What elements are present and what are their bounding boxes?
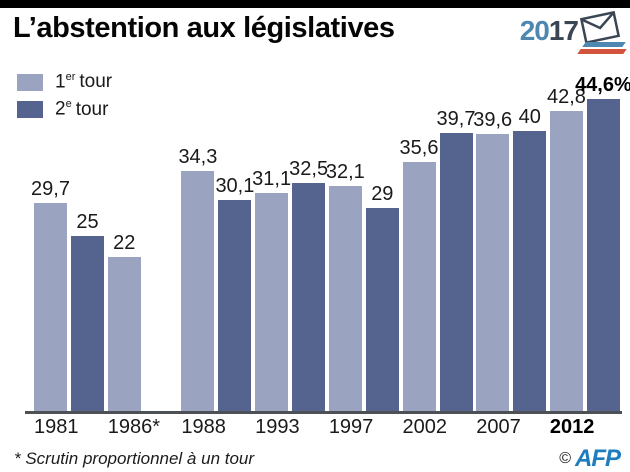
bar-group: 42,8 44,6% bbox=[546, 74, 630, 411]
bar-unit: 40 bbox=[513, 106, 547, 411]
bar-1er-tour bbox=[181, 171, 215, 411]
x-tick-slot: 1986* bbox=[108, 416, 178, 443]
bar-unit: 34,3 bbox=[178, 146, 218, 411]
bar-unit: 30,1 bbox=[215, 175, 255, 411]
bar-value-label: 35,6 bbox=[399, 137, 439, 159]
bar-unit: 42,8 bbox=[546, 86, 586, 411]
x-tick-slot: 1997 bbox=[329, 416, 399, 443]
bar-unit: 29,7 bbox=[31, 178, 70, 411]
bar-group: 32,1 29 bbox=[325, 161, 399, 411]
bar-group: 34,3 30,1 bbox=[178, 146, 255, 411]
bar-2e-tour bbox=[71, 236, 104, 411]
page-title: L’abstention aux législatives bbox=[13, 12, 395, 44]
legend-item-2e-tour: 2e tour bbox=[17, 98, 112, 120]
x-tick-label: 1986* bbox=[107, 416, 160, 438]
chart-legend: 1er tour 2e tour bbox=[17, 71, 112, 126]
x-tick-slot: 2007 bbox=[476, 416, 546, 443]
bar-value-label: 39,6 bbox=[473, 109, 513, 131]
bar-group: 22 bbox=[107, 232, 178, 411]
bar-unit: 32,1 bbox=[325, 161, 365, 411]
bar-group: 35,6 39,7 bbox=[399, 108, 476, 411]
legend-swatch-1er-tour bbox=[17, 73, 43, 91]
election-2017-logo: 2017 bbox=[519, 10, 627, 58]
bar-value-label: 34,3 bbox=[178, 146, 218, 168]
x-tick-label: 1988 bbox=[181, 416, 226, 438]
bar-value-label: 39,7 bbox=[436, 108, 476, 130]
bar-unit: 25 bbox=[71, 211, 104, 411]
bar-value-label: 31,1 bbox=[252, 168, 292, 190]
header: L’abstention aux législatives 2017 bbox=[0, 8, 630, 56]
bar-2e-tour bbox=[513, 131, 547, 411]
bar-1er-tour bbox=[34, 203, 67, 411]
bar-value-label: 42,8 bbox=[546, 86, 586, 108]
bar-value-label: 32,5 bbox=[289, 158, 329, 180]
x-tick-slot: 2002 bbox=[403, 416, 473, 443]
x-tick-slot: 2012 bbox=[550, 416, 620, 443]
bar-2e-tour bbox=[218, 200, 252, 411]
flag-stripe-blue bbox=[582, 42, 626, 47]
bar-unit: 44,6% bbox=[575, 74, 630, 411]
footer: * Scrutin proportionnel à un tour © AFP bbox=[0, 447, 630, 471]
bar-unit: 29 bbox=[365, 183, 399, 411]
logo-2017-prefix: 20 bbox=[519, 15, 550, 46]
envelope-icon bbox=[579, 10, 621, 45]
flag-stripe-red bbox=[577, 49, 627, 54]
bars-area: 29,7 25 22 34,3 30,1 31,1 32,5 32,1 29 35,6 39,7 39… bbox=[31, 59, 630, 411]
x-tick-label: 2002 bbox=[402, 416, 448, 438]
bar-value-label: 44,6% bbox=[575, 74, 630, 96]
bar-1er-tour bbox=[549, 111, 583, 411]
bar-value-label: 29,7 bbox=[31, 178, 70, 200]
legend-swatch-2e-tour bbox=[17, 100, 43, 118]
bar-value-label: 30,1 bbox=[215, 175, 255, 197]
bar-1er-tour bbox=[402, 162, 436, 411]
bar-chart: 1er tour 2e tour 29,7 25 22 34,3 30,1 31,1 32,5 3… bbox=[0, 56, 630, 414]
bar-2e-tour bbox=[292, 183, 326, 411]
x-tick-label: 2012 bbox=[549, 416, 595, 438]
afp-credit: © AFP bbox=[559, 445, 621, 472]
x-tick-label: 1981 bbox=[34, 416, 79, 438]
logo-2017-numerals: 2017 bbox=[519, 14, 579, 48]
bar-1er-tour bbox=[107, 257, 141, 411]
afp-logo: AFP bbox=[575, 445, 621, 472]
bar-value-label: 32,1 bbox=[325, 161, 365, 183]
legend-label-2e-tour: 2e tour bbox=[55, 98, 109, 120]
bar-value-label: 29 bbox=[371, 183, 394, 205]
bar-unit: 39,6 bbox=[473, 109, 513, 411]
bar-unit: 31,1 bbox=[252, 168, 292, 411]
x-tick-slot: 1981 bbox=[34, 416, 104, 443]
bar-1er-tour bbox=[328, 186, 362, 411]
ballot-envelope-graphic bbox=[576, 10, 627, 58]
bar-1er-tour bbox=[255, 193, 289, 411]
legend-label-1er-tour: 1er tour bbox=[55, 71, 113, 93]
x-axis-labels: 1981 1986* 1988 1993 1997 2002 2007 2012 bbox=[34, 416, 620, 443]
logo-2017-suffix: 17 bbox=[548, 15, 579, 46]
x-tick-slot: 1988 bbox=[181, 416, 251, 443]
x-tick-slot: 1993 bbox=[255, 416, 325, 443]
bar-group: 39,6 40 bbox=[473, 106, 547, 411]
bar-2e-tour bbox=[586, 99, 620, 411]
bar-unit: 35,6 bbox=[399, 137, 439, 411]
x-tick-label: 1993 bbox=[255, 416, 300, 438]
top-black-bar bbox=[0, 0, 630, 8]
bar-unit: 22 bbox=[107, 232, 141, 411]
bar-unit: 32,5 bbox=[289, 158, 329, 411]
bar-2e-tour bbox=[365, 208, 399, 411]
footnote: * Scrutin proportionnel à un tour bbox=[14, 449, 255, 468]
bar-group: 29,7 25 bbox=[31, 178, 104, 411]
bar-value-label: 40 bbox=[518, 106, 541, 128]
bar-unit: 39,7 bbox=[436, 108, 476, 411]
x-axis-line bbox=[25, 411, 622, 414]
bar-1er-tour bbox=[476, 134, 510, 411]
bar-value-label: 25 bbox=[76, 211, 99, 233]
bar-group: 31,1 32,5 bbox=[252, 158, 329, 411]
bar-value-label: 22 bbox=[113, 232, 136, 254]
x-tick-label: 1997 bbox=[328, 416, 374, 438]
legend-item-1er-tour: 1er tour bbox=[17, 71, 112, 93]
copyright-symbol: © bbox=[559, 450, 571, 467]
bar-2e-tour bbox=[439, 133, 473, 411]
x-tick-label: 2007 bbox=[476, 416, 521, 438]
